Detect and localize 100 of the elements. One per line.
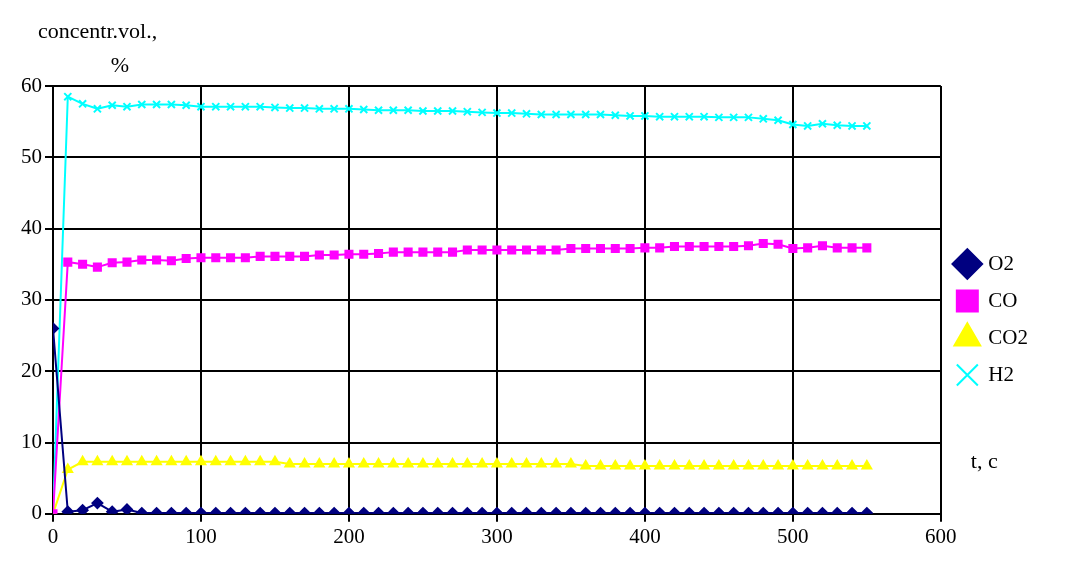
point	[461, 457, 473, 468]
point	[314, 457, 325, 468]
point	[270, 251, 280, 261]
point	[418, 247, 428, 257]
point	[107, 258, 117, 268]
point	[477, 107, 487, 117]
point	[788, 119, 798, 130]
point	[714, 241, 724, 251]
point	[595, 244, 606, 254]
point	[773, 239, 783, 249]
point	[166, 100, 176, 110]
point	[566, 109, 576, 120]
point	[447, 247, 458, 257]
point	[536, 245, 546, 255]
point	[344, 104, 354, 114]
point	[151, 455, 162, 466]
point	[743, 241, 753, 251]
point	[284, 457, 296, 468]
point	[388, 457, 399, 468]
point	[92, 262, 102, 272]
point	[492, 245, 502, 255]
point	[639, 460, 651, 470]
point	[107, 100, 117, 110]
point	[447, 457, 458, 468]
point	[861, 460, 873, 470]
point	[374, 249, 384, 259]
point	[492, 108, 502, 118]
point	[507, 108, 517, 118]
point	[122, 102, 132, 112]
point	[581, 109, 591, 120]
point	[669, 460, 680, 470]
point	[433, 247, 443, 257]
point	[78, 99, 88, 109]
point	[166, 256, 176, 266]
point	[713, 460, 725, 470]
point	[374, 105, 384, 115]
point	[817, 460, 828, 470]
point	[181, 100, 191, 110]
point	[403, 247, 413, 257]
point	[758, 239, 768, 249]
point	[447, 106, 458, 116]
point	[359, 104, 369, 115]
y-tick-label: 40	[21, 215, 42, 240]
point	[225, 455, 236, 466]
point	[788, 244, 798, 254]
x-tick-label: 300	[481, 523, 513, 548]
point	[757, 460, 769, 470]
point	[269, 455, 281, 466]
point	[625, 111, 635, 121]
point	[743, 112, 753, 122]
x-tick-label: 0	[47, 523, 59, 548]
point	[817, 241, 827, 251]
point	[476, 457, 488, 468]
point	[773, 115, 783, 125]
legend-label: H2	[988, 361, 1014, 386]
point	[832, 120, 842, 130]
point	[787, 460, 799, 470]
point	[462, 245, 472, 255]
point	[847, 243, 857, 253]
point	[255, 251, 265, 261]
point	[254, 455, 266, 466]
point	[655, 112, 665, 122]
point	[729, 112, 739, 122]
point	[78, 259, 88, 269]
point	[403, 105, 413, 115]
point	[196, 102, 206, 112]
point	[535, 457, 547, 468]
point	[477, 245, 487, 255]
point	[181, 254, 191, 264]
point	[581, 244, 591, 254]
point	[595, 109, 606, 120]
point	[285, 251, 295, 261]
point	[625, 244, 635, 254]
x-axis-title: t, c	[970, 447, 998, 473]
point	[610, 110, 620, 120]
point	[699, 112, 709, 122]
point	[846, 460, 858, 470]
point	[314, 250, 324, 260]
point	[402, 457, 414, 468]
point	[210, 455, 222, 466]
point	[609, 460, 621, 470]
legend-label: CO2	[988, 324, 1029, 349]
point	[343, 457, 355, 468]
point	[137, 100, 147, 110]
point	[166, 455, 177, 466]
point	[654, 460, 666, 470]
point	[772, 460, 784, 470]
point	[92, 455, 103, 466]
point	[551, 109, 561, 120]
point	[595, 460, 606, 470]
point	[240, 455, 251, 466]
y-tick-label: 0	[31, 500, 42, 525]
legend-label: CO	[988, 287, 1018, 312]
point	[817, 119, 827, 129]
point	[803, 243, 813, 253]
point	[684, 112, 694, 122]
point	[120, 503, 133, 514]
point	[122, 257, 132, 267]
point	[329, 104, 339, 114]
point	[344, 249, 354, 259]
